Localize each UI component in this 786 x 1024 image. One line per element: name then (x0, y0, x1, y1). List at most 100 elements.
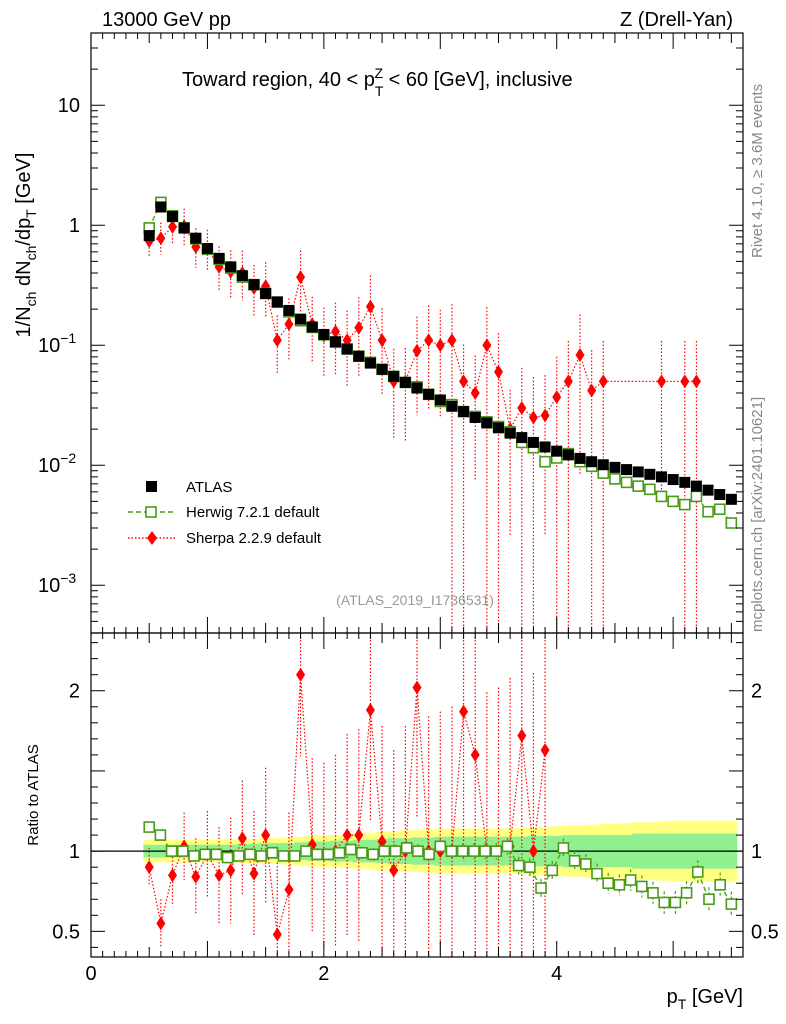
atlas-point (481, 417, 493, 429)
sherpa-point (424, 333, 434, 348)
sherpa-point (587, 383, 597, 398)
atlas-point (236, 270, 248, 282)
sherpa-ratio-point (296, 667, 306, 682)
herwig-ratio-point (434, 840, 447, 853)
atlas-point (458, 406, 470, 418)
x-tick-label: 4 (551, 963, 562, 985)
atlas-point (527, 436, 539, 448)
atlas-point (376, 363, 388, 375)
atlas-point (411, 382, 423, 394)
sherpa-ratio-point (517, 728, 527, 743)
sherpa-point (691, 374, 701, 389)
ratio-x-ticks: 0 2 4 (85, 633, 744, 985)
herwig-point (609, 473, 621, 485)
atlas-point (423, 388, 435, 400)
main-y-axis-label: 1/Nch dNch/dpT [GeV] (13, 153, 39, 338)
atlas-point (714, 489, 726, 501)
ratio-data-layer (91, 633, 743, 957)
atlas-point (632, 466, 644, 478)
herwig-ratio-point (479, 845, 491, 857)
herwig-ratio-point (165, 845, 178, 857)
herwig-ratio-point (300, 845, 312, 857)
ratio-panel: 0.5 0.5 1 1 2 2 0 2 4 Ratio to ATLAS pT [GeV] (25, 632, 779, 1012)
herwig-point (678, 498, 691, 511)
sherpa-point (680, 374, 690, 389)
atlas-point (469, 411, 481, 423)
atlas-point (434, 394, 446, 406)
herwig-point (713, 503, 726, 516)
atlas-point (516, 432, 528, 444)
sherpa-point (528, 410, 538, 425)
legend-marker-atlas (146, 481, 157, 492)
atlas-point (609, 461, 621, 473)
herwig-point (644, 483, 656, 496)
y-tick-label: 0.5 (52, 921, 80, 943)
y-tick-label: 1 (69, 215, 80, 237)
sherpa-point (435, 338, 445, 353)
rivet-label: Rivet 4.1.0, ≥ 3.6M events (749, 84, 766, 258)
herwig-ratio-point (277, 850, 290, 862)
atlas-point (201, 243, 213, 255)
herwig-ratio-point (333, 846, 346, 859)
herwig-ratio-point (445, 845, 458, 857)
herwig-ratio-point (647, 887, 659, 899)
y-tick-label: 10 (58, 95, 80, 117)
sherpa-ratio-point (470, 747, 480, 762)
herwig-ratio-point (468, 845, 480, 857)
herwig-ratio-point (725, 898, 738, 910)
sherpa-point (296, 270, 306, 285)
herwig-ratio-point (412, 845, 424, 857)
herwig-ratio-point (210, 848, 223, 861)
herwig-ratio-point (255, 850, 267, 862)
y-tick-label-right: 0.5 (751, 921, 779, 943)
sherpa-ratio-point (144, 860, 154, 875)
herwig-ratio-point (154, 829, 167, 841)
herwig-ratio-point (423, 848, 435, 861)
legend-label-atlas: ATLAS (186, 479, 232, 496)
header-left: 13000 GeV pp (102, 9, 231, 31)
herwig-point (725, 517, 738, 529)
sherpa-point (168, 219, 177, 234)
sherpa-ratio-point (284, 882, 294, 897)
sherpa-point (552, 390, 562, 405)
y-tick-label: 2 (69, 681, 80, 703)
main-y-ticks: 10 1 10−1 10−2 10−3 (38, 32, 743, 634)
legend: ATLAS Herwig 7.2.1 default Sherpa 2.2.9 … (128, 479, 322, 547)
herwig-ratio-point (367, 848, 379, 861)
herwig-ratio-point (232, 850, 245, 862)
sherpa-ratio-point (156, 916, 166, 931)
sherpa-point (657, 374, 666, 389)
herwig-ratio-point (546, 864, 559, 877)
sherpa-point (470, 386, 480, 400)
atlas-point (644, 468, 656, 480)
atlas-point (551, 445, 563, 457)
sherpa-line (149, 225, 697, 431)
sherpa-point (563, 374, 573, 389)
y-tick-label: 10−2 (38, 450, 76, 477)
y-tick-label: 10−3 (38, 570, 76, 597)
atlas-point (364, 357, 376, 369)
sherpa-ratio-point (459, 704, 469, 719)
sherpa-point (598, 374, 608, 389)
herwig-ratio-point (658, 896, 670, 909)
atlas-point (690, 480, 702, 492)
herwig-ratio-point (244, 848, 256, 861)
y-tick-label-right: 2 (751, 681, 762, 703)
main-panel: 10 1 10−1 10−2 10−3 Toward region, 40 < pTZ … (13, 32, 744, 634)
sherpa-point (354, 320, 364, 335)
atlas-point (271, 296, 283, 308)
sherpa-point (156, 231, 166, 246)
atlas-point (679, 476, 691, 488)
atlas-point (388, 370, 400, 382)
sherpa-ratio-point (272, 927, 282, 942)
herwig-ratio-point (490, 845, 503, 857)
atlas-point (167, 211, 178, 223)
herwig-ratio-point (389, 845, 402, 857)
sherpa-point (272, 333, 282, 348)
watermark: (ATLAS_2019_I1736531) (336, 592, 494, 608)
mcplots-label: mcplots.cern.ch [arXiv:2401.10621] (749, 397, 766, 632)
sherpa-point (284, 317, 294, 332)
herwig-point (690, 490, 703, 503)
herwig-point (667, 495, 679, 508)
atlas-point (399, 376, 411, 388)
